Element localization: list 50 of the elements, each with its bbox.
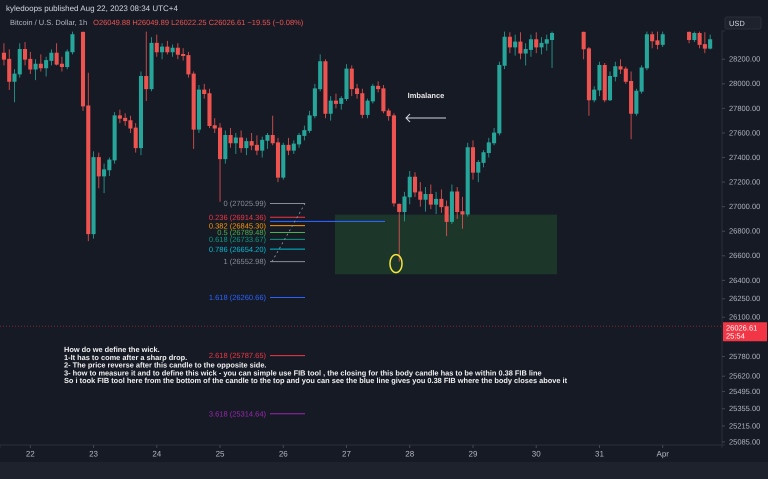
candlestick bbox=[434, 192, 438, 214]
candlestick bbox=[660, 31, 665, 48]
candlestick bbox=[281, 142, 286, 180]
chart-title: kyledoops published Aug 22, 2023 08:34 UTC+4 bbox=[6, 4, 178, 13]
candlestick bbox=[518, 32, 522, 60]
x-tick-label: 29 bbox=[468, 450, 478, 459]
candlestick bbox=[239, 130, 244, 154]
candlestick bbox=[428, 184, 433, 210]
candlestick bbox=[334, 93, 338, 109]
candlestick bbox=[687, 31, 692, 44]
candlestick bbox=[470, 140, 476, 180]
candlestick bbox=[328, 96, 333, 122]
candlestick bbox=[450, 184, 454, 224]
candlestick bbox=[534, 32, 538, 54]
candlestick bbox=[424, 186, 428, 212]
candlestick bbox=[708, 34, 712, 50]
candlestick bbox=[38, 54, 43, 72]
x-tick-label: Apr bbox=[656, 450, 670, 459]
candlestick bbox=[508, 32, 512, 54]
candlestick bbox=[92, 150, 96, 240]
candlestick bbox=[513, 34, 518, 56]
candlestick bbox=[154, 34, 159, 58]
x-tick-label: 27 bbox=[342, 450, 352, 459]
x-tick-label: 23 bbox=[89, 450, 99, 459]
candlestick bbox=[96, 152, 101, 189]
candlestick bbox=[34, 58, 38, 81]
x-tick-label: 30 bbox=[532, 450, 542, 459]
candlestick bbox=[466, 142, 470, 217]
x-tick-label: 24 bbox=[152, 450, 162, 459]
candlestick bbox=[692, 31, 696, 42]
candlestick bbox=[196, 84, 201, 134]
candlestick bbox=[149, 36, 154, 92]
candlestick bbox=[397, 203, 402, 262]
candlestick bbox=[323, 58, 328, 119]
candlestick bbox=[165, 40, 170, 55]
candlestick bbox=[160, 42, 164, 60]
candlestick bbox=[286, 137, 291, 156]
candlestick bbox=[138, 71, 144, 156]
candlestick bbox=[144, 31, 148, 102]
x-tick-label: 31 bbox=[595, 450, 604, 459]
x-tick-label: 28 bbox=[405, 450, 415, 459]
candlestick bbox=[234, 132, 238, 154]
x-tick-label: 22 bbox=[26, 450, 36, 459]
candlestick bbox=[602, 62, 607, 103]
candlestick bbox=[244, 137, 248, 156]
candlestick bbox=[223, 130, 228, 164]
x-tick-label: 26 bbox=[278, 450, 288, 459]
x-tick-label: 25 bbox=[216, 450, 226, 459]
candlestick bbox=[170, 44, 175, 58]
candlestick bbox=[228, 128, 233, 148]
